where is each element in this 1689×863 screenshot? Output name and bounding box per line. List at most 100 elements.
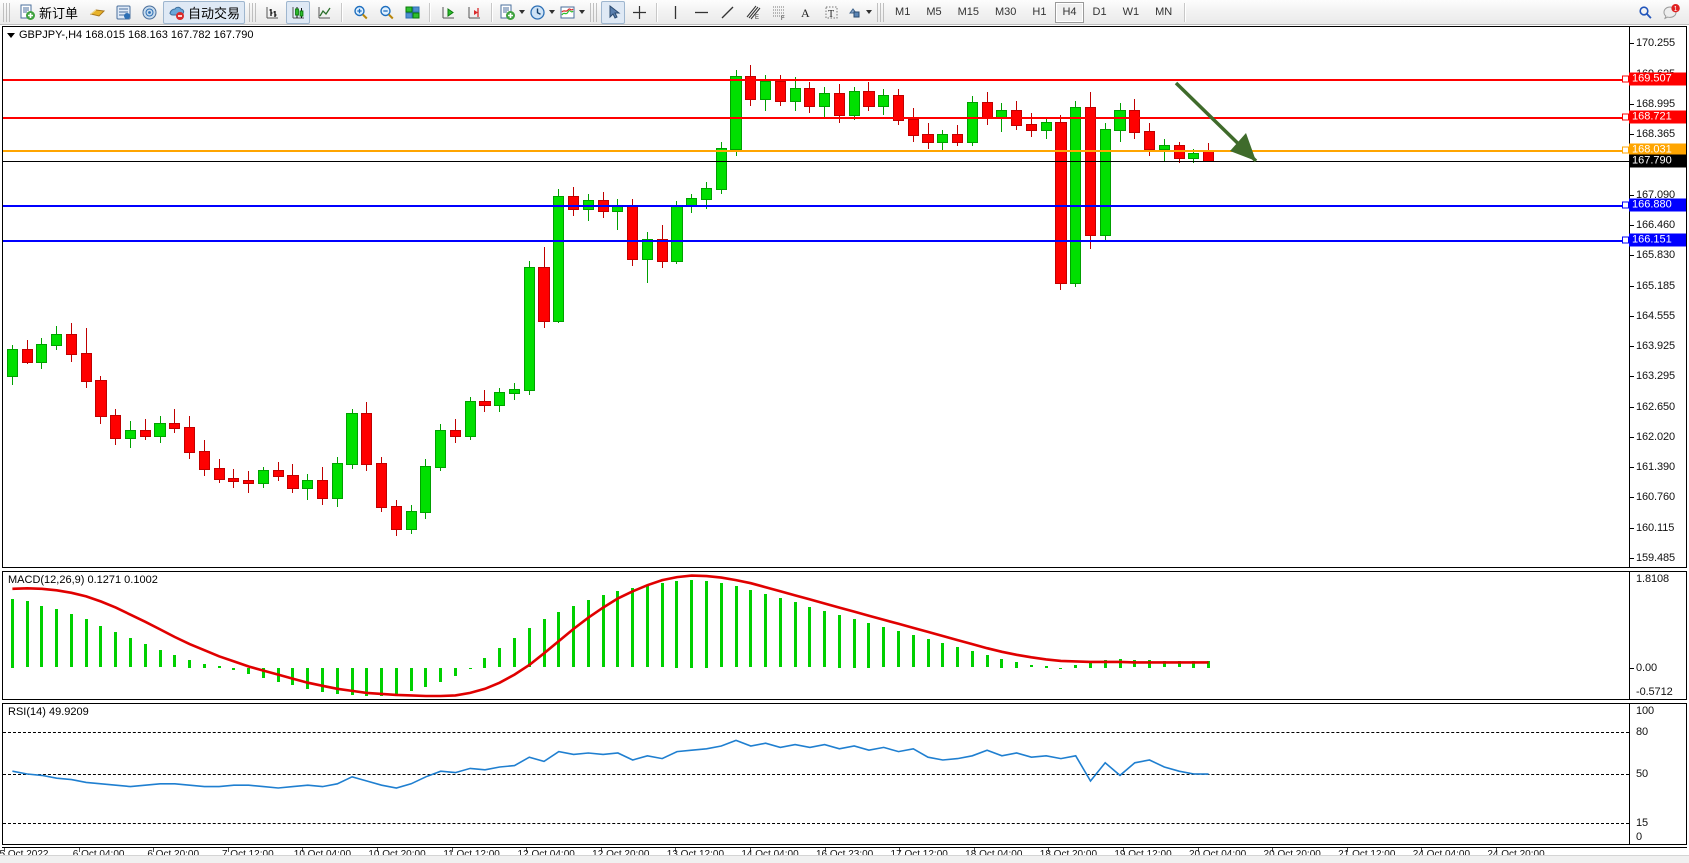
zoom-in-button[interactable] xyxy=(348,1,372,24)
timeframe-m15[interactable]: M15 xyxy=(957,6,979,18)
candle-body xyxy=(759,80,772,100)
macd-panel[interactable]: MACD(12,26,9) 0.1271 0.1002 1.8108 0.00 -0… xyxy=(2,571,1687,700)
level-handle-support-1[interactable] xyxy=(1622,201,1629,209)
time-tick xyxy=(600,848,602,852)
price-scale-label: 167.090 xyxy=(1636,188,1676,201)
toolbar-grip-4[interactable] xyxy=(877,2,885,22)
text-tool[interactable]: A xyxy=(793,1,817,24)
timeframe-d1[interactable]: D1 xyxy=(1092,6,1107,18)
macd-histogram-bar xyxy=(173,655,177,668)
macd-histogram-bar xyxy=(1118,659,1122,668)
price-scale-label: 162.650 xyxy=(1636,400,1676,413)
time-axis-label: 12 Oct 04:00 xyxy=(518,849,575,860)
macd-histogram-bar xyxy=(1192,661,1196,668)
timeframe-h4[interactable]: H4 xyxy=(1055,1,1084,23)
level-handle-pivot[interactable] xyxy=(1622,146,1629,154)
chevron-down-icon[interactable] xyxy=(519,10,526,14)
gold-bar-icon xyxy=(89,4,106,21)
timeframe-m5[interactable]: M5 xyxy=(926,6,942,18)
macd-histogram-bar xyxy=(365,667,369,697)
crosshair-tool[interactable] xyxy=(627,1,651,24)
macd-histogram-bar xyxy=(483,658,487,668)
timeframe-m1[interactable]: M1 xyxy=(895,6,911,18)
autotrading-button[interactable]: 自动交易 xyxy=(163,0,246,24)
candle-wick xyxy=(484,390,486,412)
level-line-support-1[interactable] xyxy=(3,204,1629,207)
text-label-tool[interactable]: T xyxy=(819,1,843,24)
equidistant-channel-tool[interactable]: E xyxy=(741,1,765,24)
bar-chart-button[interactable] xyxy=(260,1,284,24)
templates-button[interactable] xyxy=(558,1,586,24)
vertical-line-tool[interactable] xyxy=(663,1,687,24)
price-tick xyxy=(1630,194,1634,196)
main-toolbar: 新订单 xyxy=(0,0,1689,25)
rsi-panel[interactable]: RSI(14) 49.9209 100 80 50 15 0 xyxy=(2,703,1687,845)
time-tick xyxy=(899,848,901,852)
new-order-button[interactable]: 新订单 xyxy=(14,1,83,24)
level-line-support-2[interactable] xyxy=(3,239,1629,242)
notifications-button[interactable]: 1 xyxy=(1659,1,1683,24)
candle-body xyxy=(553,195,565,322)
macd-histogram-bar xyxy=(1015,662,1019,668)
price-chart-panel[interactable]: GBPJPY-,H4 168.015 168.163 167.782 167.7… xyxy=(2,26,1687,568)
time-axis-label: 7 Oct 12:00 xyxy=(222,849,274,860)
collapse-triangle-icon[interactable] xyxy=(7,32,15,38)
price-plot[interactable] xyxy=(3,27,1629,567)
price-scale[interactable]: 170.255169.625168.995168.365167.090166.4… xyxy=(1629,27,1686,567)
signals-button[interactable] xyxy=(137,1,161,24)
toolbar-grip-3[interactable] xyxy=(590,2,598,22)
macd-plot[interactable] xyxy=(3,572,1629,699)
chevron-down-icon-2[interactable] xyxy=(549,10,556,14)
timeframe-w1[interactable]: W1 xyxy=(1122,6,1140,18)
cursor-tool[interactable] xyxy=(601,0,626,24)
candlestick-chart-button[interactable] xyxy=(286,0,311,24)
down-trend-arrow[interactable] xyxy=(1168,75,1288,175)
timeframe-h1[interactable]: H1 xyxy=(1032,6,1047,18)
timeframe-mn[interactable]: MN xyxy=(1155,6,1173,18)
zoom-out-button[interactable] xyxy=(374,1,398,24)
tile-windows-button[interactable] xyxy=(400,1,424,24)
candle-body xyxy=(51,334,63,346)
macd-histogram-bar xyxy=(129,638,133,668)
time-axis-label: 20 Oct 20:00 xyxy=(1264,849,1321,860)
time-tick xyxy=(227,848,229,852)
level-line-resistance-1[interactable] xyxy=(3,79,1629,82)
level-handle-resistance-2[interactable] xyxy=(1622,113,1629,121)
toolbar-grip[interactable] xyxy=(3,2,10,22)
time-axis-label: 24 Oct 04:00 xyxy=(1413,849,1470,860)
chart-shift-button[interactable] xyxy=(462,1,486,24)
timeframe-m30[interactable]: M30 xyxy=(995,6,1017,18)
periodicity-button[interactable] xyxy=(528,1,556,24)
candle-body xyxy=(508,388,521,394)
candle-body xyxy=(198,451,210,470)
expert-advisors-button[interactable] xyxy=(85,1,109,24)
trendline-tool[interactable] xyxy=(715,1,739,24)
svg-text:T: T xyxy=(828,9,834,20)
macd-histogram-bar xyxy=(1029,664,1033,668)
chevron-down-icon-3[interactable] xyxy=(579,10,586,14)
level-handle-resistance-1[interactable] xyxy=(1622,75,1629,83)
rsi-plot[interactable] xyxy=(3,704,1629,844)
macd-histogram-bar xyxy=(143,644,147,668)
toolbar-grip-2[interactable] xyxy=(249,2,257,22)
level-line-last-price[interactable] xyxy=(3,161,1629,163)
line-chart-button[interactable] xyxy=(312,1,336,24)
shapes-tool[interactable] xyxy=(845,1,873,24)
market-watch-button[interactable] xyxy=(111,1,135,24)
fibonacci-tool[interactable]: F xyxy=(767,1,791,24)
search-button[interactable] xyxy=(1633,1,1657,24)
candle-body xyxy=(169,422,181,430)
candle-body xyxy=(907,119,919,136)
macd-histogram-bar xyxy=(956,647,960,668)
macd-histogram-bar xyxy=(601,595,605,668)
level-line-resistance-2[interactable] xyxy=(3,116,1629,119)
level-handle-support-2[interactable] xyxy=(1622,236,1629,244)
indicators-button[interactable] xyxy=(498,1,526,24)
chevron-down-icon-4[interactable] xyxy=(866,10,873,14)
auto-scroll-button[interactable] xyxy=(436,1,460,24)
level-line-pivot[interactable] xyxy=(3,149,1629,152)
chart-area[interactable]: GBPJPY-,H4 168.015 168.163 167.782 167.7… xyxy=(0,25,1689,862)
candle-body xyxy=(272,470,284,478)
macd-histogram-bar xyxy=(202,664,206,668)
horizontal-line-tool[interactable] xyxy=(689,1,713,24)
